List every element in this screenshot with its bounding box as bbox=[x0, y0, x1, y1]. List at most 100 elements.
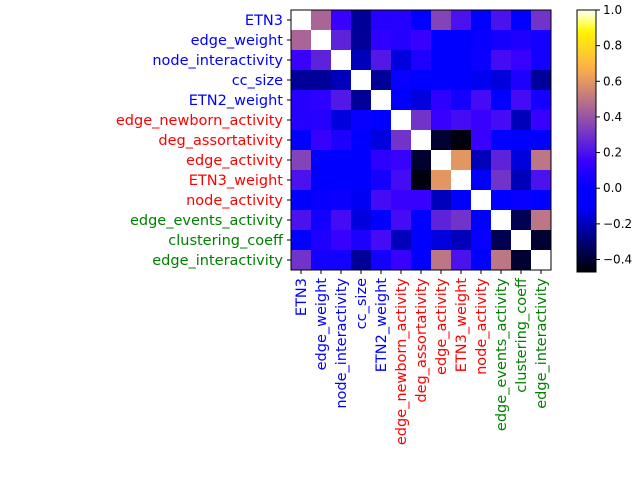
column-label: edge_events_activity bbox=[494, 278, 510, 431]
heatmap-cell bbox=[511, 210, 532, 231]
heatmap-cell bbox=[431, 90, 452, 111]
heatmap-cell bbox=[291, 50, 312, 71]
heatmap-cell bbox=[491, 90, 512, 111]
row-label: ETN3_weight bbox=[189, 173, 284, 189]
heatmap-cell bbox=[371, 210, 392, 231]
heatmap-cell bbox=[431, 130, 452, 151]
heatmap-cell bbox=[371, 70, 392, 91]
heatmap-cell bbox=[491, 210, 512, 231]
heatmap-cell bbox=[291, 110, 312, 131]
heatmap-cell bbox=[451, 10, 472, 31]
heatmap-cell bbox=[531, 90, 552, 111]
column-label: ETN2_weight bbox=[374, 278, 390, 373]
heatmap-cell bbox=[531, 50, 552, 71]
heatmap-cell bbox=[331, 230, 352, 251]
heatmap-cell bbox=[311, 30, 332, 51]
heatmap-cell bbox=[431, 230, 452, 251]
heatmap-cell bbox=[531, 10, 552, 31]
heatmap-cell bbox=[511, 90, 532, 111]
heatmap-cell bbox=[291, 230, 312, 251]
colorbar-tick-label: 0.8 bbox=[603, 39, 622, 53]
column-label: edge_newborn_activity bbox=[394, 278, 410, 446]
heatmap-cell bbox=[291, 10, 312, 31]
column-label: ETN3_weight bbox=[454, 278, 470, 373]
heatmap-cell bbox=[411, 50, 432, 71]
heatmap-cell bbox=[391, 50, 412, 71]
heatmap-cell bbox=[311, 50, 332, 71]
heatmap-cell bbox=[531, 210, 552, 231]
heatmap-cell bbox=[411, 110, 432, 131]
heatmap-cell bbox=[351, 250, 372, 271]
heatmap-cell bbox=[331, 210, 352, 231]
heatmap-cell bbox=[411, 30, 432, 51]
heatmap-cell bbox=[491, 230, 512, 251]
colorbar-tick-label: 0.4 bbox=[603, 110, 622, 124]
heatmap-cell bbox=[471, 30, 492, 51]
heatmap-cell bbox=[311, 90, 332, 111]
heatmap-cell bbox=[471, 150, 492, 171]
heatmap-cell bbox=[291, 170, 312, 191]
column-label: clustering_coeff bbox=[514, 277, 530, 393]
heatmap-cell bbox=[351, 190, 372, 211]
colorbar-ticks: 1.0 0.8 0.6 0.4 0.2 0.0 −0.2 −0.4 bbox=[596, 3, 632, 267]
row-label: ETN3 bbox=[245, 13, 283, 29]
column-label: edge_interactivity bbox=[534, 278, 550, 409]
heatmap-cell bbox=[351, 110, 372, 131]
heatmap-cell bbox=[431, 10, 452, 31]
heatmap-cell bbox=[351, 90, 372, 111]
heatmap-cell bbox=[511, 50, 532, 71]
heatmap-cell bbox=[371, 10, 392, 31]
heatmap-cell bbox=[451, 110, 472, 131]
heatmap-cell bbox=[411, 150, 432, 171]
heatmap-cell bbox=[451, 130, 472, 151]
heatmap-cell bbox=[351, 150, 372, 171]
heatmap-cell bbox=[491, 30, 512, 51]
heatmap-cell bbox=[431, 170, 452, 191]
colorbar-tick-label: 0.0 bbox=[603, 181, 622, 195]
heatmap-cell bbox=[471, 170, 492, 191]
heatmap-cell bbox=[491, 50, 512, 71]
heatmap-cell bbox=[351, 50, 372, 71]
heatmap-cell bbox=[431, 110, 452, 131]
heatmap-cell bbox=[391, 110, 412, 131]
heatmap-cell bbox=[411, 10, 432, 31]
heatmap-cell bbox=[331, 30, 352, 51]
heatmap-cell bbox=[391, 90, 412, 111]
row-label: edge_events_activity bbox=[130, 213, 283, 229]
heatmap-cell bbox=[451, 70, 472, 91]
heatmap-cell bbox=[391, 150, 412, 171]
heatmap-cell bbox=[471, 230, 492, 251]
heatmap-cell bbox=[391, 70, 412, 91]
heatmap-cell bbox=[331, 250, 352, 271]
heatmap-cell bbox=[311, 230, 332, 251]
heatmap-cell bbox=[291, 70, 312, 91]
heatmap-cell bbox=[491, 10, 512, 31]
row-label: clustering_coeff bbox=[168, 233, 284, 249]
heatmap-cell bbox=[291, 150, 312, 171]
colorbar-tick-label: 1.0 bbox=[603, 3, 622, 17]
colorbar-tick-label: 0.6 bbox=[603, 74, 622, 88]
column-label: ETN3 bbox=[294, 278, 310, 316]
row-label: deg_assortativity bbox=[158, 133, 283, 149]
heatmap-cell bbox=[391, 30, 412, 51]
heatmap-cell bbox=[531, 250, 552, 271]
heatmap-cell bbox=[431, 30, 452, 51]
heatmap-cell bbox=[331, 190, 352, 211]
column-label: cc_size bbox=[354, 278, 370, 329]
heatmap-cell bbox=[351, 70, 372, 91]
heatmap-cell bbox=[531, 70, 552, 91]
heatmap-cell bbox=[391, 190, 412, 211]
heatmap-cell bbox=[371, 50, 392, 71]
row-label: edge_newborn_activity bbox=[116, 113, 284, 129]
heatmap-cell bbox=[531, 230, 552, 251]
heatmap-cell bbox=[311, 70, 332, 91]
heatmap-cell bbox=[351, 210, 372, 231]
heatmap-cell bbox=[331, 170, 352, 191]
heatmap-cell bbox=[531, 130, 552, 151]
heatmap-cell bbox=[471, 250, 492, 271]
heatmap-cell bbox=[391, 170, 412, 191]
heatmap-cell bbox=[331, 90, 352, 111]
column-label: deg_assortativity bbox=[414, 278, 430, 403]
heatmap-cell bbox=[491, 250, 512, 271]
heatmap-cell bbox=[471, 190, 492, 211]
